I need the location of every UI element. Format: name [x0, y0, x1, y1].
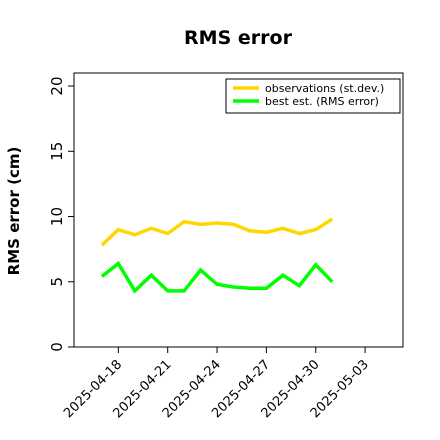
y-tick-label: 10: [48, 207, 66, 226]
legend: observations (st.dev.)best est. (RMS err…: [225, 78, 401, 114]
y-tick-label: 15: [48, 142, 66, 161]
legend-label-2: best est. (RMS error): [265, 95, 379, 108]
y-tick-label: 0: [48, 342, 66, 352]
series-line-2: [100, 260, 334, 294]
y-tick-label: 20: [48, 77, 66, 96]
plot-area: [73, 72, 404, 348]
legend-box: [225, 78, 401, 114]
legend-label-1: observations (st.dev.): [265, 82, 384, 95]
y-tick-label: 5: [48, 277, 66, 287]
chart-title: RMS error: [184, 27, 293, 49]
y-axis-label: RMS error (cm): [5, 147, 23, 276]
series-line-1: [100, 217, 334, 247]
